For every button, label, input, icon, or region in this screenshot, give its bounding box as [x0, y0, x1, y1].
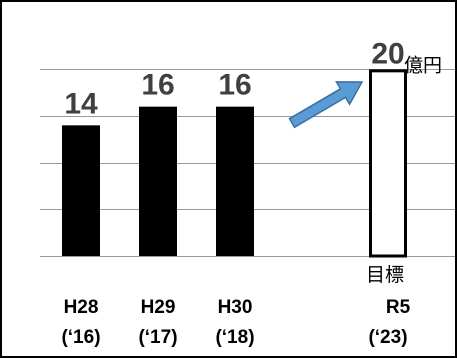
- category-label-year: (‘16): [61, 327, 100, 348]
- bars: [62, 69, 407, 258]
- value-label: 16: [218, 69, 251, 102]
- value-labels: 14 16 16 20: [64, 37, 404, 120]
- category-label-year: (‘23): [368, 327, 407, 348]
- target-label: 目標: [366, 264, 404, 286]
- category-label: H30: [218, 297, 253, 318]
- bar: [216, 106, 254, 257]
- category-label-year: (‘17): [138, 327, 177, 348]
- bar-target: [369, 69, 407, 258]
- category-label: H29: [141, 297, 176, 318]
- category-labels: H28 (‘16) H29 (‘17) H30 (‘18) R5 (‘23): [61, 297, 410, 348]
- category-label: H28: [64, 297, 99, 318]
- bar: [139, 106, 177, 257]
- category-label-year: (‘18): [215, 327, 254, 348]
- category-label: R5: [386, 297, 411, 318]
- arrow-shape: [288, 81, 364, 129]
- value-label: 16: [141, 69, 174, 102]
- unit-label: 億円: [404, 54, 442, 76]
- value-label: 14: [64, 87, 98, 120]
- trend-arrow-icon: [288, 81, 364, 129]
- value-label: 20: [371, 37, 404, 70]
- bar: [62, 125, 100, 256]
